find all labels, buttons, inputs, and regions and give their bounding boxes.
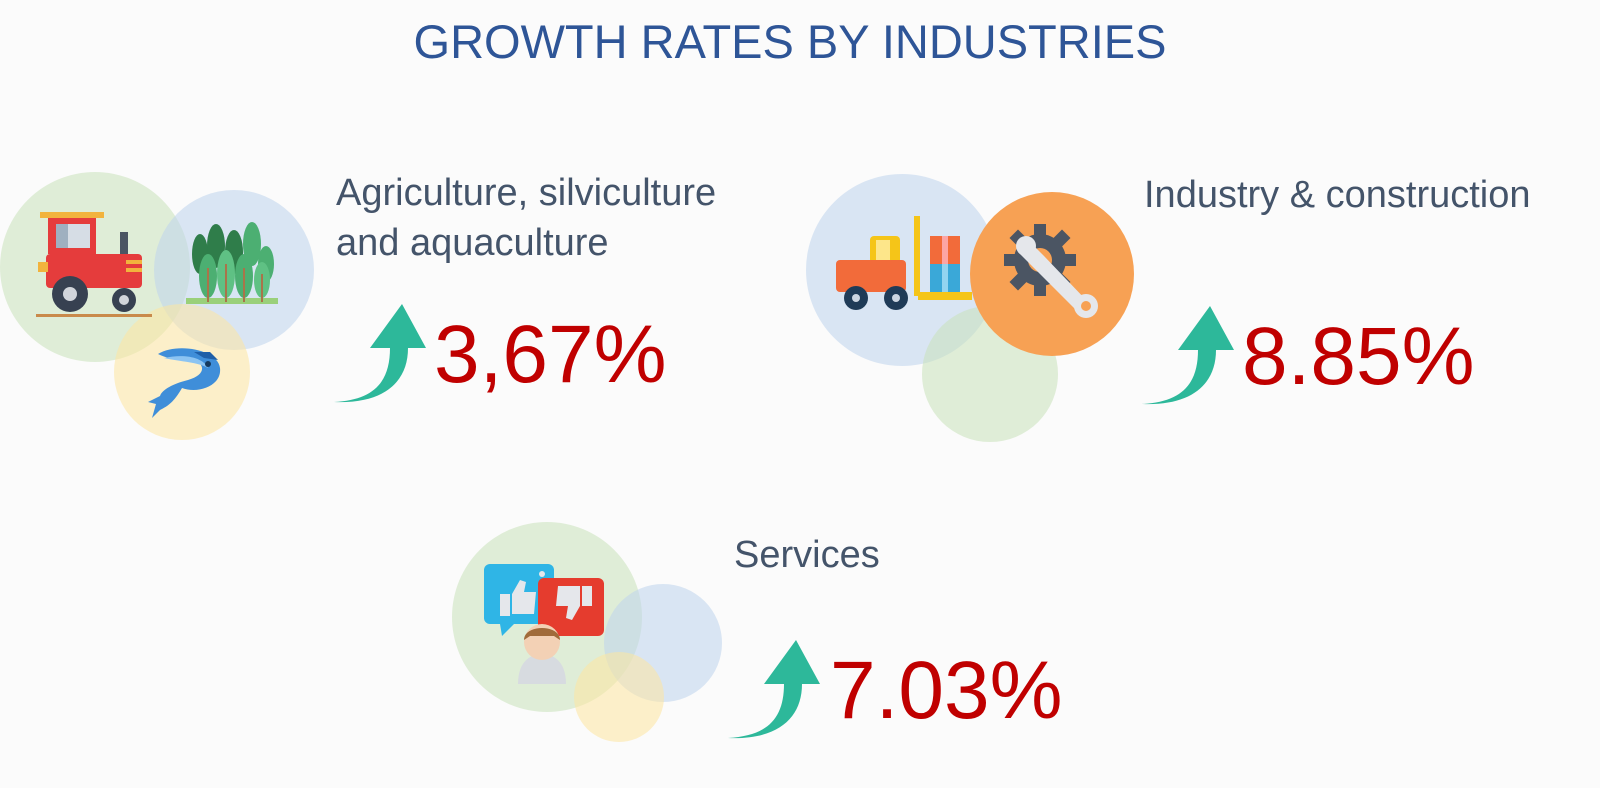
growth-arrow-icon <box>1142 306 1234 405</box>
industry-label-line1: Industry & construction <box>1144 174 1531 216</box>
growth-value: 7.03% <box>830 645 1063 736</box>
industry-label-line1: Agriculture, silviculture <box>336 172 717 214</box>
growth-value: 3,67% <box>434 309 667 400</box>
industry-label-line2: and aquaculture <box>336 222 609 264</box>
page-title: GROWTH RATES BY INDUSTRIES <box>413 15 1167 68</box>
forklift-icon <box>836 216 972 310</box>
fish-icon <box>148 348 221 418</box>
tractor-icon <box>36 212 152 317</box>
industry-label-line1: Services <box>734 534 880 576</box>
forest-icon <box>186 222 278 304</box>
wrench-gear-icon <box>1004 224 1098 318</box>
growth-value: 8.85% <box>1242 311 1475 402</box>
feedback-person-icon <box>484 564 604 684</box>
growth-arrow-icon <box>334 304 426 403</box>
bg-circle-yellow <box>114 304 250 440</box>
bg-circle-yellow <box>574 652 664 742</box>
growth-arrow-icon <box>728 640 820 739</box>
